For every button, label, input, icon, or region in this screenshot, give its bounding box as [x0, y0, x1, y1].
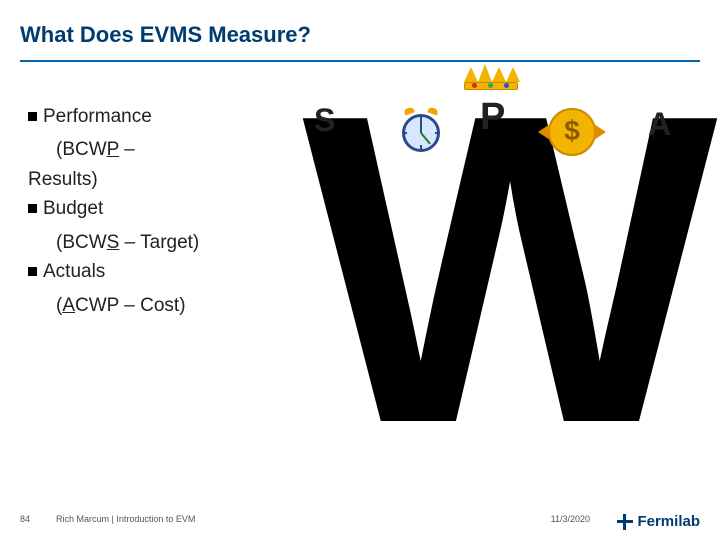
bullet-performance: Performance [28, 102, 308, 131]
bullet-marker [28, 112, 37, 121]
bullet-actuals: Actuals [28, 257, 308, 286]
crown-icon [460, 60, 522, 90]
label-s: S [314, 102, 335, 139]
dollar-sign: $ [546, 106, 598, 156]
money-icon: $ [546, 106, 598, 158]
bullet-list: Performance (BCWP – Results) Budget (BCW… [28, 102, 308, 320]
bullet-label: Performance [43, 106, 152, 127]
bullet-performance-wrap: Results) [28, 165, 308, 194]
bullet-actuals-sub: (ACWP – Cost) [28, 291, 308, 320]
clock-icon [398, 110, 444, 156]
fermilab-logo: Fermilab [617, 513, 700, 530]
bullet-marker [28, 204, 37, 213]
fermilab-logo-text: Fermilab [637, 513, 700, 530]
bullet-budget-sub: (BCWS – Target) [28, 228, 308, 257]
bullet-marker [28, 267, 37, 276]
bullet-label: Actuals [43, 261, 105, 282]
presenter-line: Rich Marcum | Introduction to EVM [56, 514, 195, 524]
slide-title: What Does EVMS Measure? [20, 22, 700, 48]
bullet-label: Budget [43, 198, 103, 219]
bullet-performance-sub: (BCWP – [28, 135, 308, 164]
footer-date: 11/3/2020 [551, 514, 590, 524]
label-p: P [480, 96, 505, 139]
page-number: 84 [20, 514, 30, 524]
evms-graphic: W S P A $ [300, 102, 700, 462]
label-a: A [648, 106, 671, 143]
bullet-budget: Budget [28, 194, 308, 223]
footer: 84 Rich Marcum | Introduction to EVM 11/… [0, 498, 720, 540]
fermilab-logo-icon [617, 514, 633, 530]
